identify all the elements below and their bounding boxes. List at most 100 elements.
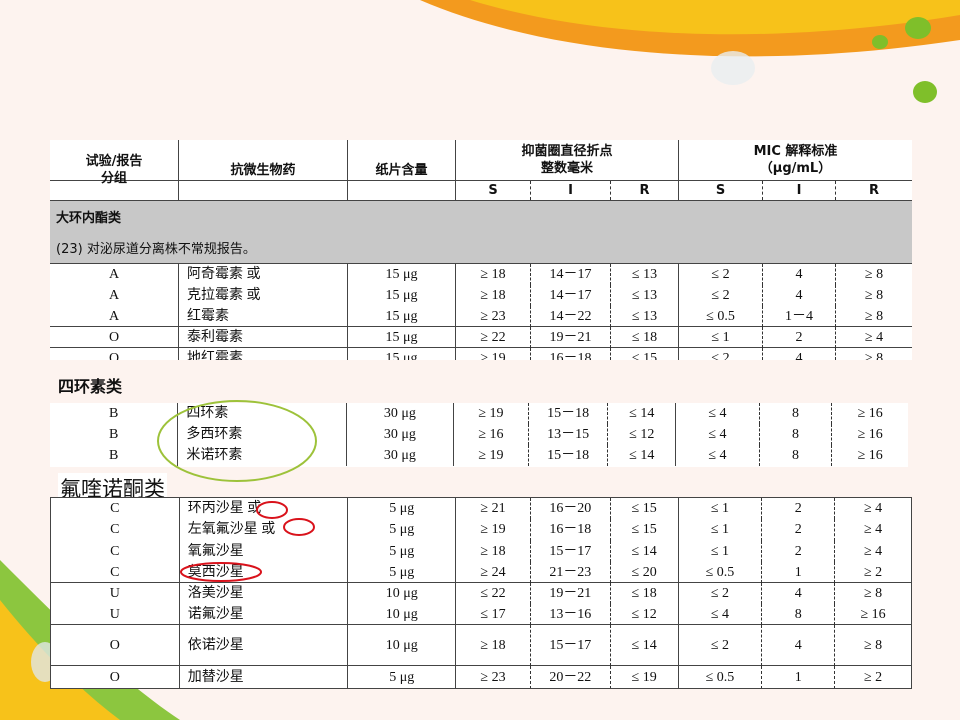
cell-zone-s: ≥ 22 — [455, 327, 530, 348]
cell-zone-r: ≤ 12 — [609, 604, 678, 625]
cell-disk: 15 μg — [347, 348, 455, 360]
cell-drug: 莫西沙星 — [178, 561, 348, 583]
cell-drug: 米诺环素 — [177, 445, 345, 466]
cell-drug: 诺氟沙星 — [178, 604, 348, 625]
macrolides-table: 试验/报告 分组 抗微生物药 纸片含量 抑菌圈直径折点 整数毫米 MIC 解释标… — [50, 140, 912, 360]
cell-zone-s: ≥ 18 — [455, 625, 530, 666]
cell-zone-r: ≤ 13 — [610, 306, 678, 327]
cell-group: B — [109, 406, 119, 421]
cell-zone-s: ≥ 19 — [455, 348, 530, 360]
cell-zone-i: 21－23 — [529, 561, 610, 583]
cell-mic-r: ≥ 4 — [834, 498, 911, 520]
cell-disk: 5 μg — [347, 666, 455, 688]
header-mic-i: I — [762, 181, 835, 200]
cell-group: C — [110, 564, 120, 580]
table-row: C 氧氟沙星 5 μg ≥ 18 15－17 ≤ 14 ≤ 1 2 ≥ 4 — [51, 540, 911, 562]
cell-mic-s: ≤ 2 — [678, 348, 762, 360]
cell-mic-r: ≥ 4 — [834, 540, 911, 562]
cell-drug: 四环素 — [177, 403, 345, 424]
cell-zone-s: ≥ 21 — [455, 498, 530, 520]
cell-zone-r: ≤ 15 — [609, 498, 678, 520]
cell-mic-s: ≤ 0.5 — [678, 306, 762, 327]
table-row: U 洛美沙星 10 μg ≤ 22 19－21 ≤ 18 ≤ 2 4 ≥ 8 — [51, 583, 911, 604]
cell-group: O — [108, 330, 120, 345]
cell-group: C — [110, 522, 120, 538]
cell-zone-r: ≤ 12 — [607, 424, 675, 445]
row-group: B 四环素 30 μg ≥ 19 15－18 ≤ 14 ≤ 4 8 ≥ 16 B 多西环素 30 μg… — [50, 403, 908, 466]
cell-zone-s: ≥ 19 — [455, 519, 530, 541]
cell-mic-s: ≤ 4 — [675, 424, 759, 445]
cell-mic-i: 2 — [761, 498, 834, 520]
row-group: U 洛美沙星 10 μg ≤ 22 19－21 ≤ 18 ≤ 2 4 ≥ 8 U 诺氟沙星 10 μg… — [51, 582, 911, 625]
cell-zone-i: 15－17 — [529, 540, 610, 562]
cell-zone-i: 16－20 — [529, 498, 610, 520]
table-row: B 多西环素 30 μg ≥ 16 13－15 ≤ 12 ≤ 4 8 ≥ 16 — [50, 424, 908, 445]
row-group: O 地红霉素 15 μg ≥ 19 16－18 ≤ 15 ≤ 2 4 ≥ 8 — [50, 347, 912, 360]
table-row: A 克拉霉素 或 15 μg ≥ 18 14－17 ≤ 13 ≤ 2 4 ≥ 8 — [50, 285, 912, 306]
cell-zone-i: 15－17 — [529, 625, 610, 666]
row-group: O 加替沙星 5 μg ≥ 23 20－22 ≤ 19 ≤ 0.5 1 ≥ 2 — [51, 665, 911, 688]
cell-disk: 5 μg — [347, 498, 455, 520]
water-drop-icon — [905, 17, 931, 39]
cell-zone-i: 14－22 — [530, 306, 610, 327]
cell-drug: 红霉素 — [178, 306, 347, 327]
cell-mic-s: ≤ 4 — [677, 604, 762, 625]
water-drop-icon — [913, 81, 937, 103]
cell-drug: 氧氟沙星 — [178, 540, 348, 562]
header-row: 试验/报告 分组 抗微生物药 纸片含量 抑菌圈直径折点 整数毫米 MIC 解释标… — [50, 140, 912, 200]
cell-mic-i: 8 — [758, 445, 832, 466]
cell-zone-r: ≤ 13 — [610, 285, 678, 306]
cell-mic-i: 8 — [758, 424, 832, 445]
cell-mic-s: ≤ 2 — [678, 285, 762, 306]
cell-zone-i: 13－16 — [529, 604, 610, 625]
cell-disk: 5 μg — [347, 519, 455, 541]
cell-mic-s: ≤ 1 — [678, 327, 762, 348]
cell-disk: 10 μg — [347, 604, 455, 625]
cell-group: A — [108, 288, 120, 303]
cell-mic-i: 4 — [762, 348, 835, 360]
cell-mic-s: ≤ 4 — [675, 403, 759, 424]
cell-mic-i: 4 — [762, 264, 835, 285]
cell-zone-s: ≥ 16 — [453, 424, 528, 445]
cell-zone-s: ≥ 18 — [455, 264, 530, 285]
cell-mic-r: ≥ 2 — [834, 561, 911, 583]
table-row: A 红霉素 15 μg ≥ 23 14－22 ≤ 13 ≤ 0.5 1－4 ≥ 8 — [50, 306, 912, 327]
tetracyclines-table: B 四环素 30 μg ≥ 19 15－18 ≤ 14 ≤ 4 8 ≥ 16 B 多西环素 30 μg… — [50, 403, 908, 467]
cell-mic-i: 2 — [761, 519, 834, 541]
cell-zone-r: ≤ 19 — [609, 666, 678, 688]
table-row: O 泰利霉素 15 μg ≥ 22 19－21 ≤ 18 ≤ 1 2 ≥ 4 — [50, 327, 912, 348]
cell-drug: 阿奇霉素 或 — [178, 264, 347, 285]
cell-drug: 加替沙星 — [178, 666, 348, 688]
cell-drug: 洛美沙星 — [178, 583, 348, 604]
cell-zone-r: ≤ 14 — [609, 625, 678, 666]
water-drop-icon — [872, 35, 888, 49]
header-group: 试验/报告 分组 — [85, 154, 143, 186]
cell-zone-r: ≤ 14 — [609, 540, 678, 562]
cell-zone-i: 14－17 — [530, 264, 610, 285]
cell-mic-i: 4 — [761, 625, 834, 666]
cell-group: U — [109, 586, 120, 601]
cell-mic-i: 4 — [761, 583, 834, 604]
cell-zone-i: 19－21 — [529, 583, 610, 604]
cell-drug: 依诺沙星 — [178, 625, 348, 666]
cell-zone-r: ≤ 13 — [610, 264, 678, 285]
cell-mic-r: ≥ 8 — [835, 348, 912, 360]
row-group: O 依诺沙星 10 μg ≥ 18 15－17 ≤ 14 ≤ 2 4 ≥ 8 — [51, 624, 911, 666]
yellow-swoosh-bottom — [0, 600, 120, 720]
header-zone: 抑菌圈直径折点 整数毫米 — [455, 140, 678, 180]
cell-zone-s: ≥ 23 — [455, 306, 530, 327]
cell-mic-r: ≥ 16 — [831, 445, 908, 466]
cell-zone-i: 16－18 — [529, 519, 610, 541]
cell-mic-s: ≤ 1 — [677, 498, 762, 520]
header-mic: MIC 解释标准 （μg/mL） — [678, 140, 912, 180]
table-row: A 阿奇霉素 或 15 μg ≥ 18 14－17 ≤ 13 ≤ 2 4 ≥ 8 — [50, 264, 912, 285]
cell-mic-r: ≥ 2 — [834, 666, 911, 688]
cell-drug: 地红霉素 — [178, 348, 347, 360]
cell-disk: 15 μg — [347, 264, 455, 285]
cell-mic-i: 1 — [761, 666, 834, 688]
